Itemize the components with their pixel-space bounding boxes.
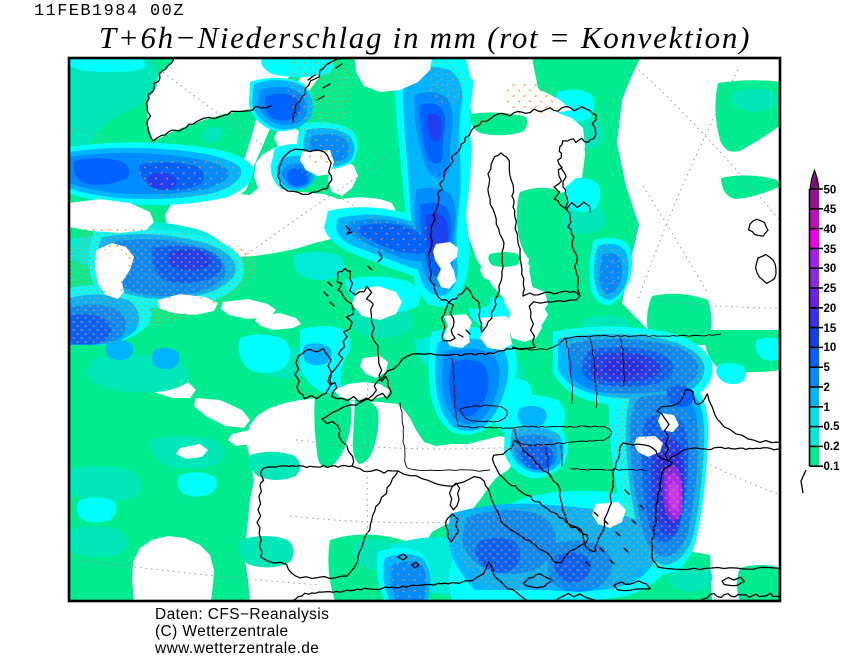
svg-text:15: 15 — [824, 323, 837, 335]
svg-text:40: 40 — [824, 224, 837, 236]
svg-text:35: 35 — [824, 244, 837, 256]
svg-text:10: 10 — [824, 342, 837, 354]
svg-text:0.1: 0.1 — [824, 461, 841, 473]
svg-text:45: 45 — [824, 204, 837, 216]
svg-text:50: 50 — [824, 185, 837, 197]
svg-text:25: 25 — [824, 283, 837, 295]
svg-text:30: 30 — [824, 263, 837, 275]
svg-text:2: 2 — [824, 382, 830, 394]
svg-text:0.5: 0.5 — [824, 421, 841, 433]
svg-text:1: 1 — [824, 402, 831, 414]
svg-text:20: 20 — [824, 303, 837, 315]
svg-text:5: 5 — [824, 362, 831, 374]
svg-text:0.2: 0.2 — [824, 441, 840, 453]
